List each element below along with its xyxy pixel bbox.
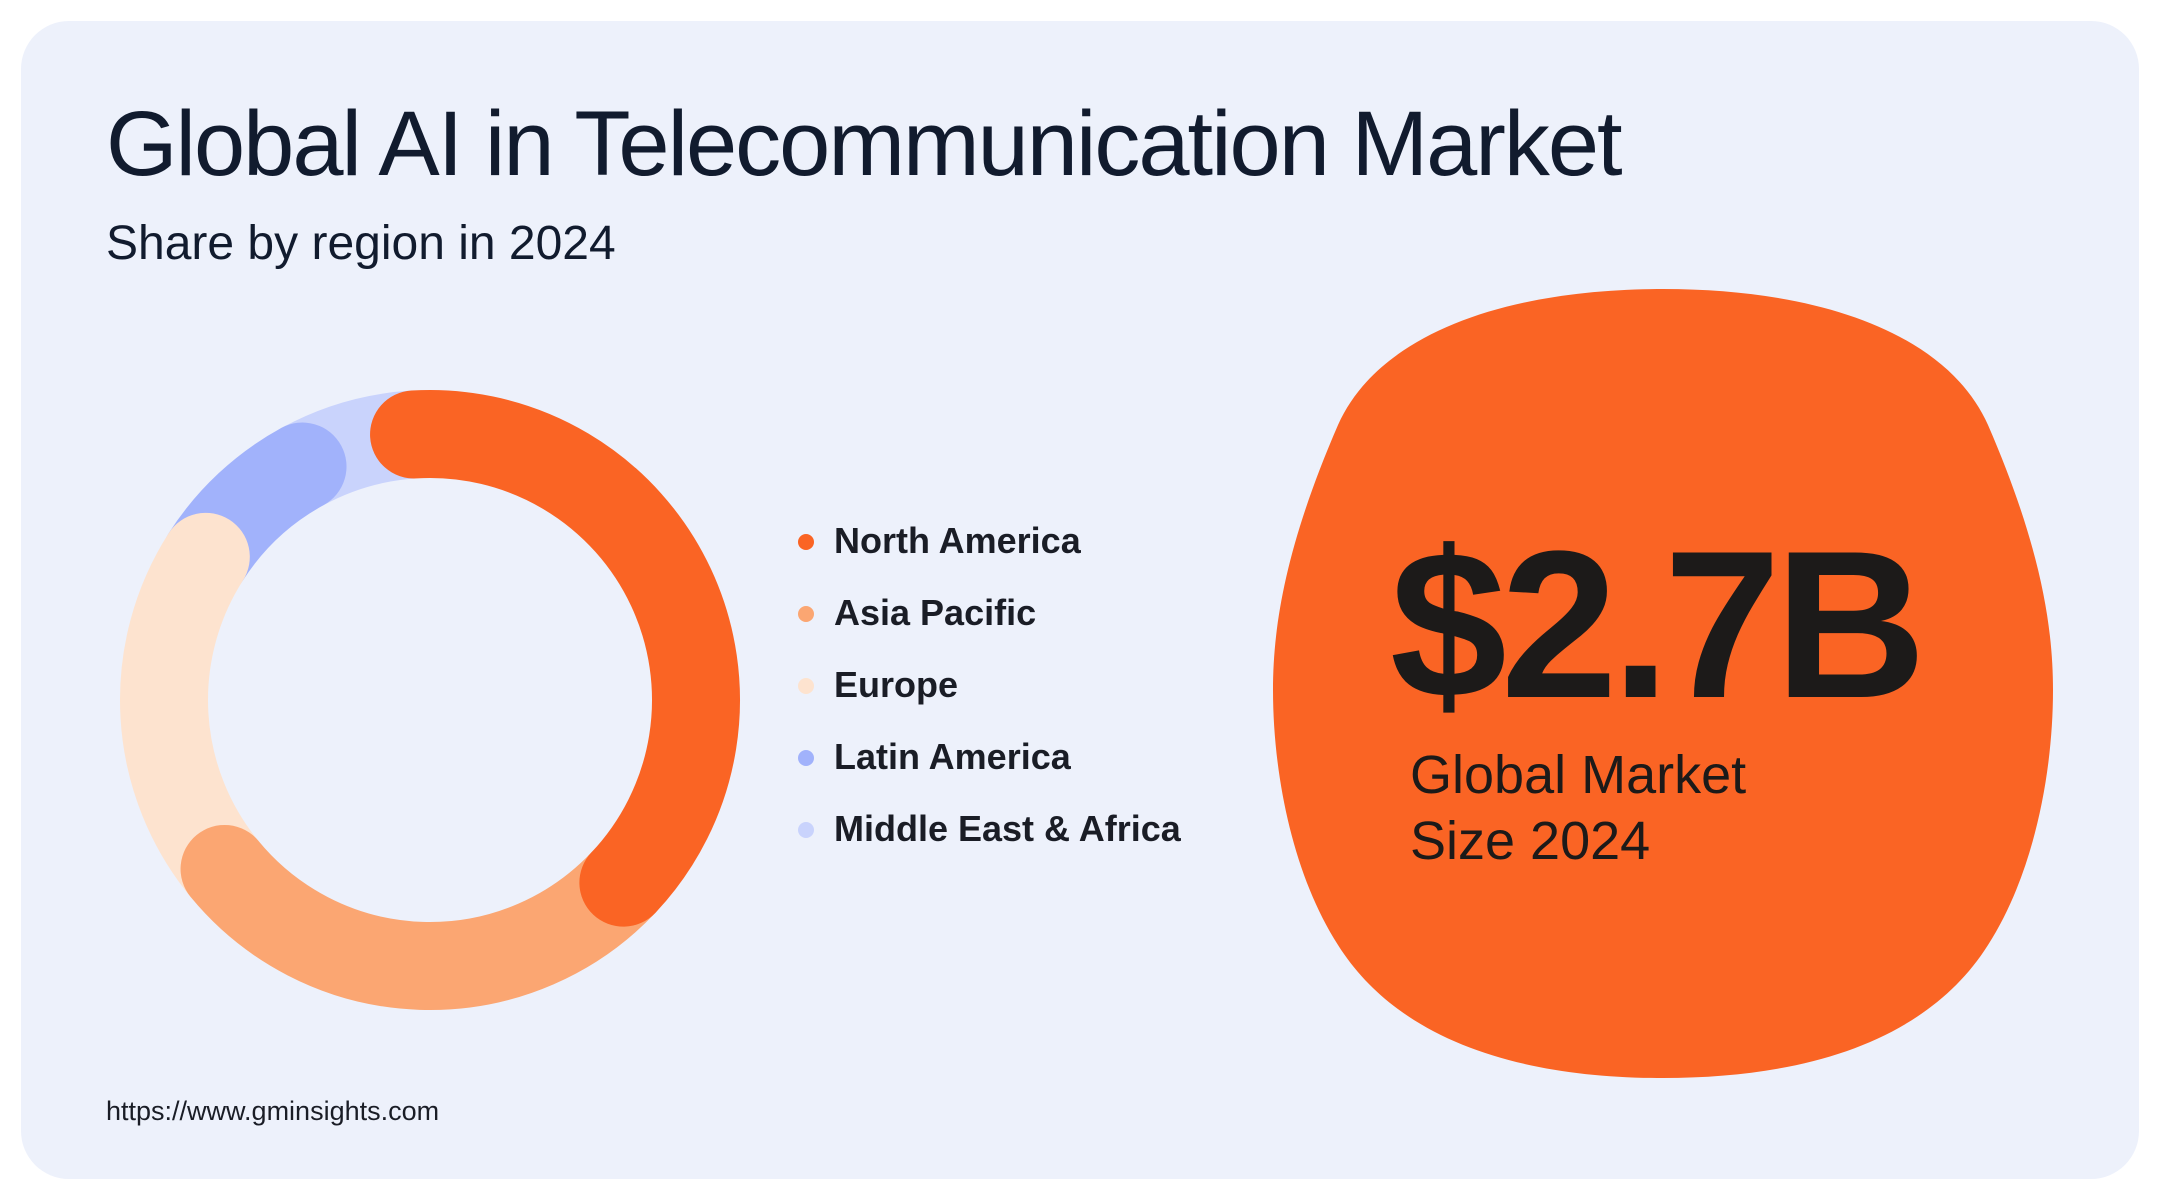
legend-swatch [798,678,814,694]
chart-subtitle: Share by region in 2024 [106,217,616,270]
donut-slice-asia-pacific [180,824,668,1010]
legend-label: Middle East & Africa [834,808,1181,849]
legend-swatch [798,750,814,766]
legend-label: North America [834,520,1081,561]
market-size-label-line1: Global Market [1410,745,1747,805]
donut-chart [120,390,740,1010]
donut-slice-north-america [370,390,740,927]
legend-label: Latin America [834,736,1071,777]
donut-slice-europe [120,512,269,913]
chart-title: Global AI in Telecommunication Market [106,93,1623,195]
market-size-value: $2.7B [1390,507,1926,742]
market-size-blob [1273,289,2053,1078]
source-link[interactable]: https://www.gminsights.com [106,1096,440,1126]
legend-swatch [798,606,814,622]
legend-swatch [798,822,814,838]
blob-shape [1273,289,2053,1078]
market-size-label-line2: Size 2024 [1410,811,1651,871]
legend-swatch [798,534,814,550]
legend-label: Europe [834,664,959,705]
market-size-label: Global Market Size 2024 [1410,742,1746,874]
legend-label: Asia Pacific [834,592,1037,633]
